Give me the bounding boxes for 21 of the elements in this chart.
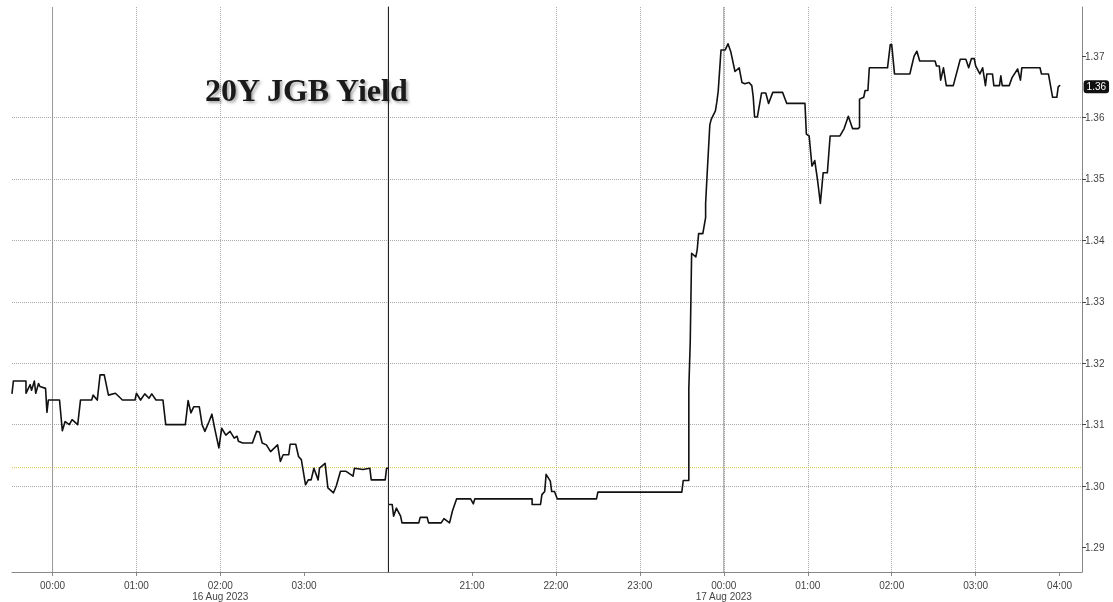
x-tick-label: 01:00 bbox=[795, 580, 821, 591]
x-tick-label: 00:00 bbox=[40, 580, 66, 591]
y-tick-label: 1.37 bbox=[1085, 50, 1105, 62]
y-tick-label: 1.30 bbox=[1085, 480, 1105, 492]
y-tick-label: 1.33 bbox=[1085, 296, 1105, 308]
y-tick-label: 1.34 bbox=[1085, 234, 1105, 246]
y-tick-label: 1.32 bbox=[1085, 357, 1105, 369]
x-tick-label: 02:00 bbox=[879, 580, 905, 591]
x-tick-label: 23:00 bbox=[627, 580, 653, 591]
y-tick-label: 1.35 bbox=[1085, 173, 1105, 185]
y-tick-label: 1.36 bbox=[1085, 112, 1105, 124]
x-tick-label: 03:00 bbox=[963, 580, 989, 591]
x-tick-label: 21:00 bbox=[459, 580, 485, 591]
x-tick-label: 22:00 bbox=[543, 580, 569, 591]
x-tick-label: 04:00 bbox=[1047, 580, 1073, 591]
x-tick-label: 02:00 16 Aug 2023 bbox=[192, 580, 249, 602]
x-tick-label: 03:00 bbox=[291, 580, 318, 591]
x-tick-label: 01:00 bbox=[123, 580, 150, 591]
x-tick-label: 00:00 17 Aug 2023 bbox=[695, 580, 753, 602]
y-tick-label: 1.31 bbox=[1085, 419, 1105, 431]
y-tick-label: 1.29 bbox=[1085, 541, 1105, 553]
